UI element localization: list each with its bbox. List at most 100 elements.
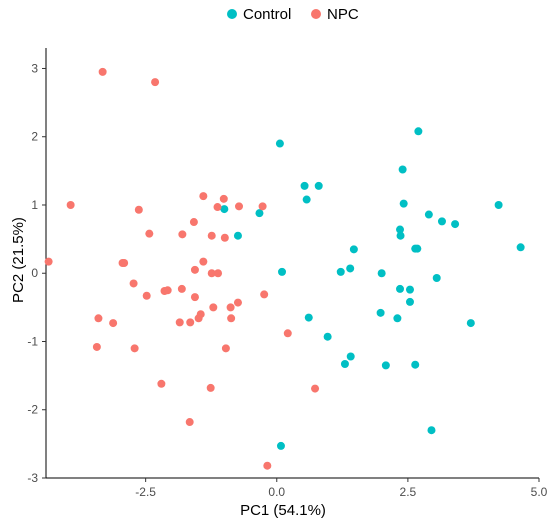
point-npc bbox=[221, 344, 230, 353]
point-control bbox=[405, 285, 414, 294]
x-tick-label: 0.0 bbox=[268, 485, 285, 499]
point-npc bbox=[189, 218, 198, 227]
point-npc bbox=[207, 231, 216, 240]
point-npc bbox=[235, 202, 244, 211]
y-tick-label: 0 bbox=[31, 266, 38, 280]
point-control bbox=[411, 360, 420, 369]
point-control bbox=[432, 274, 441, 283]
point-npc bbox=[120, 259, 129, 267]
point-npc bbox=[209, 303, 218, 312]
point-npc bbox=[94, 314, 103, 323]
point-control bbox=[396, 225, 405, 234]
point-npc bbox=[142, 291, 151, 300]
point-control bbox=[255, 209, 264, 218]
point-npc bbox=[260, 290, 269, 299]
point-npc bbox=[207, 269, 216, 278]
point-control bbox=[451, 220, 460, 229]
point-npc bbox=[44, 257, 53, 266]
legend-marker-control bbox=[227, 9, 237, 19]
point-npc bbox=[219, 194, 228, 203]
point-npc bbox=[175, 318, 184, 327]
point-control bbox=[414, 127, 423, 136]
point-npc bbox=[190, 265, 199, 274]
point-control bbox=[396, 231, 405, 240]
point-control bbox=[336, 267, 345, 276]
point-control bbox=[233, 231, 242, 240]
point-control bbox=[437, 217, 446, 226]
point-npc bbox=[220, 233, 229, 242]
point-npc bbox=[130, 344, 139, 353]
point-control bbox=[405, 297, 414, 306]
point-npc bbox=[206, 383, 215, 392]
ticks: -2.5 0.0 2.5 5.0 -3 -2 -1 0 1 2 3 bbox=[27, 61, 547, 499]
point-npc bbox=[92, 342, 101, 351]
y-tick-label: 2 bbox=[31, 130, 38, 144]
point-control bbox=[396, 284, 405, 293]
point-control bbox=[376, 308, 385, 317]
point-npc bbox=[226, 303, 235, 312]
point-npc bbox=[177, 284, 186, 293]
data-points bbox=[44, 67, 525, 470]
legend-label-control: Control bbox=[243, 6, 291, 23]
point-npc bbox=[186, 318, 195, 327]
point-npc bbox=[263, 461, 272, 470]
point-npc bbox=[66, 200, 75, 209]
point-npc bbox=[283, 329, 292, 338]
point-npc bbox=[178, 230, 187, 239]
point-control bbox=[399, 199, 408, 208]
point-control bbox=[393, 314, 402, 323]
point-npc bbox=[134, 205, 143, 214]
point-npc bbox=[185, 418, 194, 427]
y-axis-title: PC2 (21.5%) bbox=[10, 217, 27, 303]
x-tick-label: -2.5 bbox=[135, 485, 156, 499]
point-npc bbox=[214, 269, 223, 278]
y-tick-label: -2 bbox=[27, 403, 38, 417]
point-control bbox=[323, 332, 332, 341]
point-control bbox=[314, 181, 323, 190]
point-npc bbox=[227, 314, 236, 323]
point-npc bbox=[157, 379, 166, 388]
point-npc bbox=[199, 192, 208, 201]
point-npc bbox=[145, 229, 154, 238]
point-control bbox=[304, 313, 313, 322]
point-npc bbox=[190, 293, 199, 302]
point-control bbox=[494, 200, 503, 209]
y-tick-label: -3 bbox=[27, 471, 38, 485]
point-npc bbox=[311, 384, 320, 393]
legend-marker-npc bbox=[311, 9, 321, 19]
point-control bbox=[220, 205, 229, 214]
legend: Control NPC bbox=[227, 6, 359, 23]
point-npc bbox=[98, 67, 107, 76]
point-control bbox=[424, 210, 433, 219]
point-control bbox=[275, 139, 284, 148]
x-tick-label: 5.0 bbox=[531, 485, 548, 499]
point-control bbox=[381, 361, 390, 370]
point-control bbox=[346, 264, 355, 273]
point-control bbox=[516, 243, 525, 252]
point-control bbox=[411, 244, 420, 253]
point-control bbox=[466, 319, 475, 328]
point-control bbox=[300, 181, 309, 190]
point-control bbox=[276, 441, 285, 450]
point-npc bbox=[129, 279, 138, 288]
legend-label-npc: NPC bbox=[327, 6, 359, 23]
point-npc bbox=[163, 286, 172, 295]
point-npc bbox=[258, 202, 267, 211]
point-npc bbox=[194, 314, 203, 323]
x-tick-label: 2.5 bbox=[400, 485, 417, 499]
point-npc bbox=[213, 203, 222, 212]
point-control bbox=[302, 195, 311, 204]
y-tick-label: 3 bbox=[31, 61, 38, 75]
point-npc bbox=[199, 257, 208, 266]
point-control bbox=[278, 267, 287, 276]
point-control bbox=[427, 426, 436, 435]
point-control bbox=[398, 165, 407, 174]
point-control bbox=[349, 245, 358, 254]
point-npc bbox=[109, 319, 118, 328]
point-npc bbox=[233, 298, 242, 307]
y-tick-label: -1 bbox=[27, 334, 38, 348]
point-control bbox=[346, 352, 355, 361]
point-npc bbox=[151, 78, 160, 87]
x-axis-title: PC1 (54.1%) bbox=[240, 502, 326, 519]
